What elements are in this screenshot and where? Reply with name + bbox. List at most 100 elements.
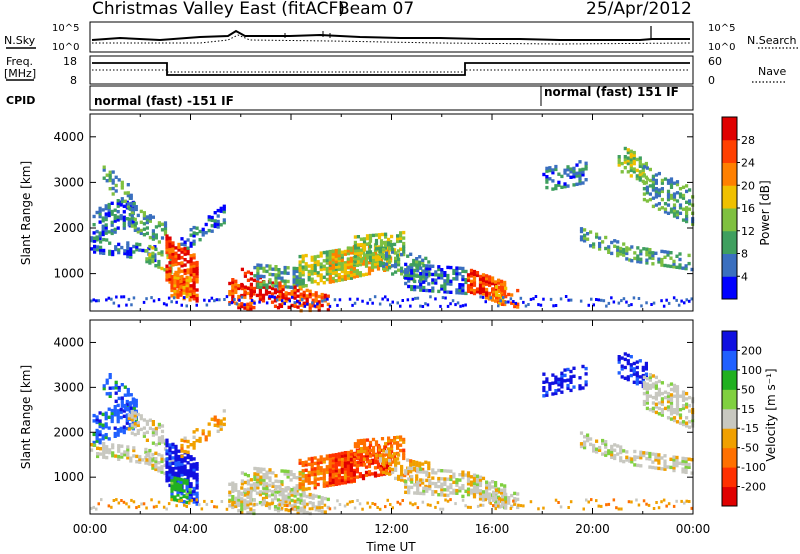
heatmap-cell xyxy=(148,418,152,422)
heatmap-cell xyxy=(113,410,117,414)
heatmap-cell xyxy=(243,287,247,291)
colorbar-tick-label: -15 xyxy=(741,422,759,435)
heatmap-cell xyxy=(391,300,394,304)
heatmap-cell xyxy=(183,247,187,251)
heatmap-cell xyxy=(399,239,403,243)
heatmap-cell xyxy=(419,491,423,496)
heatmap-cell xyxy=(234,279,238,283)
heatmap-cell xyxy=(672,408,677,412)
heatmap-cell xyxy=(310,470,314,474)
heatmap-cell xyxy=(267,290,272,295)
heatmap-cell xyxy=(402,448,406,452)
heatmap-cell xyxy=(105,447,109,452)
heatmap-cell xyxy=(180,269,184,273)
heatmap-cell xyxy=(466,278,471,282)
heatmap-cell xyxy=(274,474,278,478)
velocity-colorbar-label: Velocity [m s⁻¹] xyxy=(764,368,778,461)
heatmap-cell xyxy=(185,484,189,488)
heatmap-cell xyxy=(607,245,611,249)
heatmap-cell xyxy=(151,452,155,457)
heatmap-cell xyxy=(250,299,254,302)
heatmap-cell xyxy=(117,446,121,451)
heatmap-cell xyxy=(443,477,447,481)
heatmap-cell xyxy=(409,304,412,308)
heatmap-cell xyxy=(478,274,483,279)
heatmap-cell xyxy=(359,452,363,456)
heatmap-cell xyxy=(107,213,111,218)
heatmap-cell xyxy=(259,266,263,270)
heatmap-cell xyxy=(504,300,508,304)
heatmap-cell xyxy=(165,476,169,480)
heatmap-cell xyxy=(669,406,674,411)
heatmap-cell xyxy=(376,267,381,271)
heatmap-cell xyxy=(122,221,126,225)
heatmap-cell xyxy=(306,302,309,306)
heatmap-cell xyxy=(672,463,676,467)
heatmap-cell xyxy=(421,481,425,485)
heatmap-cell xyxy=(554,498,558,502)
heatmap-cell xyxy=(325,266,329,271)
heatmap-cell xyxy=(400,473,404,477)
heatmap-cell xyxy=(632,153,636,158)
heatmap-cell xyxy=(125,303,128,307)
heatmap-cell xyxy=(632,367,636,371)
heatmap-cell xyxy=(660,391,664,396)
heatmap-cell xyxy=(116,201,120,206)
heatmap-cell xyxy=(168,280,172,284)
heatmap-cell xyxy=(328,275,332,279)
heatmap-cell xyxy=(192,286,196,290)
heatmap-cell xyxy=(349,264,353,269)
heatmap-cell xyxy=(409,501,412,505)
heatmap-cell xyxy=(382,248,386,252)
heatmap-cell xyxy=(644,175,648,179)
heatmap-cell xyxy=(567,298,570,302)
heatmap-cell xyxy=(326,294,330,298)
heatmap-cell xyxy=(437,273,441,277)
heatmap-cell xyxy=(130,303,133,307)
heatmap-cell xyxy=(116,430,120,435)
heatmap-cell xyxy=(566,383,570,388)
heatmap-cell xyxy=(274,479,278,483)
heatmap-cell xyxy=(632,372,636,376)
heatmap-cell xyxy=(168,483,172,488)
heatmap-cell xyxy=(176,477,180,481)
heatmap-cell xyxy=(177,253,181,258)
heatmap-cell xyxy=(549,297,553,301)
heatmap-cell xyxy=(316,260,320,264)
heatmap-cell xyxy=(320,509,324,513)
heatmap-cell xyxy=(310,473,314,477)
heatmap-cell xyxy=(610,444,614,449)
heatmap-cell xyxy=(672,296,676,300)
heatmap-cell xyxy=(273,288,278,292)
heatmap-cell xyxy=(301,273,305,277)
heatmap-cell xyxy=(458,288,462,292)
heatmap-cell xyxy=(359,251,363,255)
heatmap-cell xyxy=(529,297,533,301)
heatmap-cell xyxy=(157,221,161,225)
heatmap-cell xyxy=(105,392,109,396)
heatmap-cell xyxy=(401,299,404,302)
heatmap-cell xyxy=(650,303,653,306)
heatmap-cell xyxy=(334,273,338,278)
heatmap-cell xyxy=(373,295,377,299)
heatmap-cell xyxy=(407,488,411,492)
heatmap-cell xyxy=(399,435,403,439)
heatmap-cell xyxy=(666,264,670,268)
heatmap-cell xyxy=(402,230,406,235)
heatmap-cell xyxy=(367,445,372,450)
heatmap-cell xyxy=(481,498,486,502)
heatmap-cell xyxy=(384,232,388,236)
heatmap-cell xyxy=(466,474,471,478)
y-tick-label: 4000 xyxy=(53,335,84,349)
heatmap-cell xyxy=(192,239,196,243)
heatmap-cell xyxy=(215,505,219,509)
heatmap-cell xyxy=(353,246,357,250)
heatmap-cell xyxy=(98,419,102,423)
heatmap-cell xyxy=(356,248,360,253)
heatmap-cell xyxy=(382,449,386,453)
heatmap-cell xyxy=(195,483,199,487)
heatmap-cell xyxy=(340,269,344,274)
heatmap-cell xyxy=(240,499,244,504)
heatmap-cell xyxy=(237,294,241,299)
heatmap-cell xyxy=(203,298,206,302)
